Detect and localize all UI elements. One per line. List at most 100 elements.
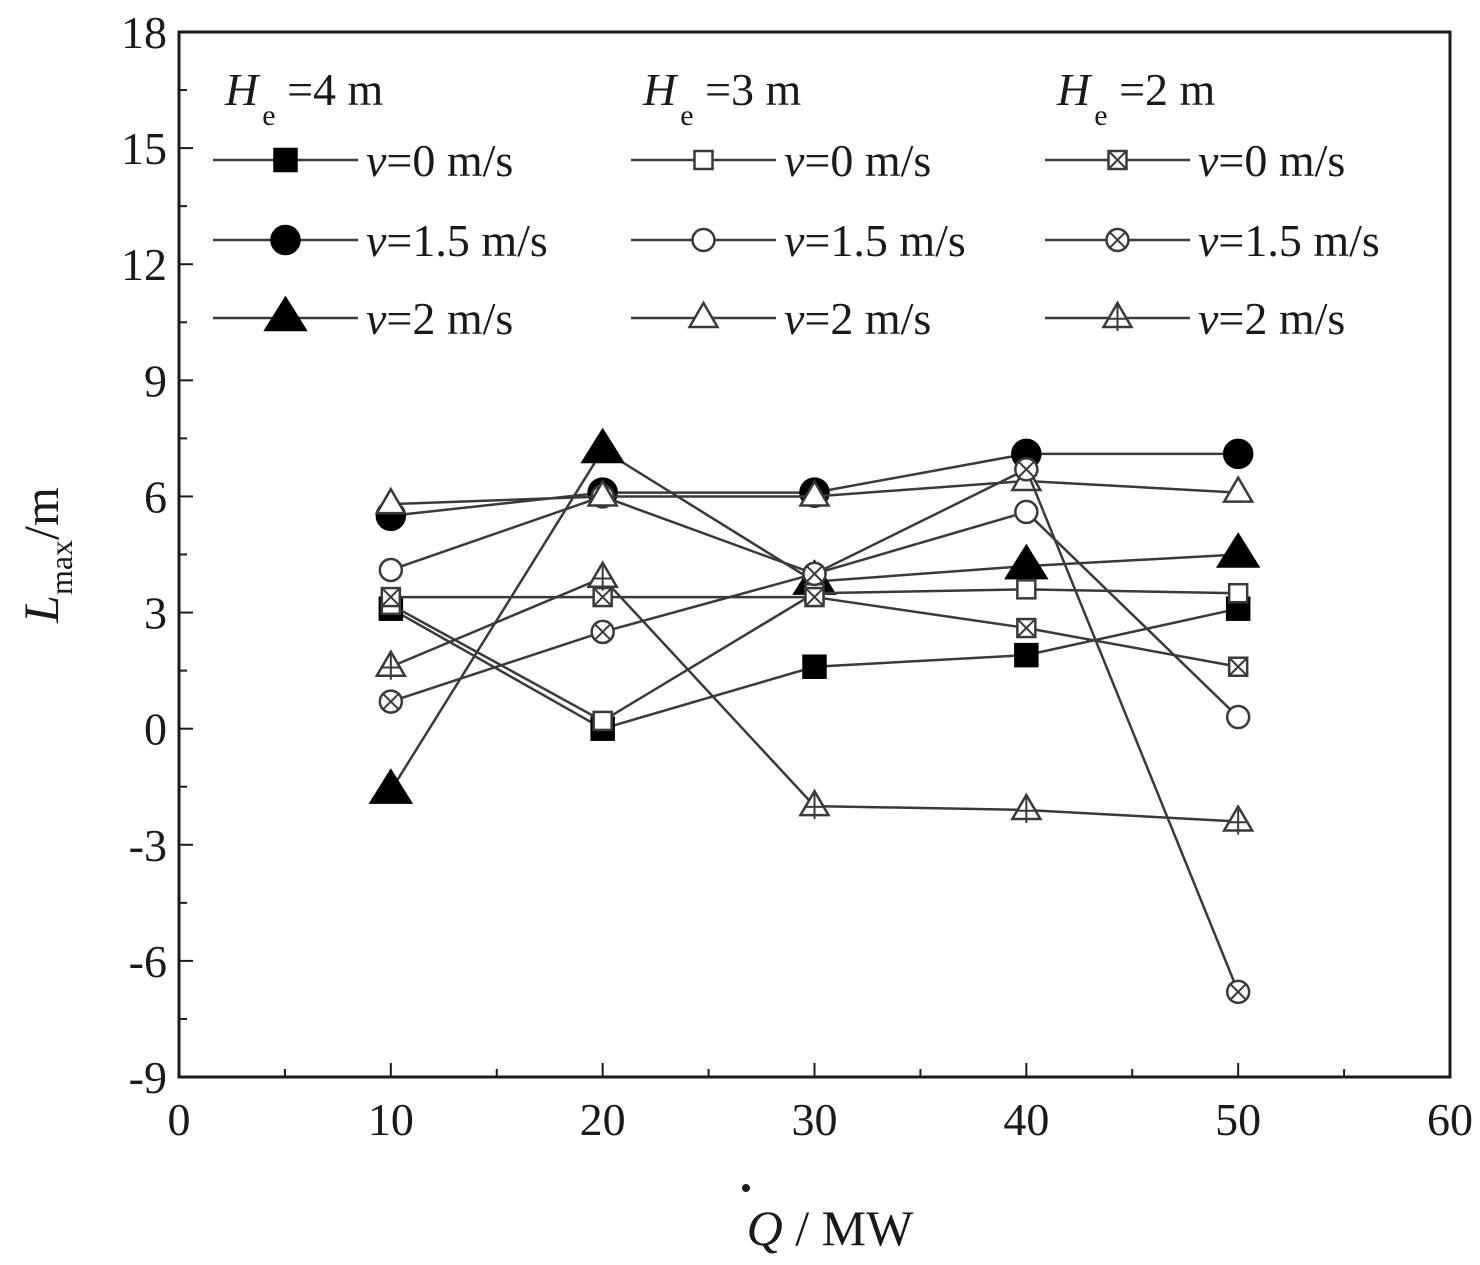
legend-label: v=1.5 m/s (1198, 215, 1380, 266)
marker-cross (594, 623, 612, 641)
marker-cross (1228, 657, 1248, 677)
data-point (580, 427, 625, 464)
legend-marker (1107, 149, 1128, 171)
marker-shape (374, 486, 408, 515)
legend-marker (1105, 227, 1130, 253)
marker-cross (1229, 983, 1247, 1001)
data-point (1016, 617, 1037, 639)
data-point (368, 768, 414, 804)
data-point (592, 586, 613, 608)
data-point (586, 560, 619, 591)
series-1 (378, 596, 1251, 741)
legend-item: v=1.5 m/s (631, 215, 966, 266)
marker-cross (381, 587, 401, 607)
marker-cross (1017, 460, 1035, 478)
axes: 0 10 20 30 40 50 60 -9 -6 -3 0 3 6 9 12 15 18 (121, 7, 1473, 1145)
legend: He =4 m He =3 m He =2 mv=0 m/sv=1.5 m/sv=2… (213, 64, 1380, 344)
data-point (1221, 804, 1255, 835)
marker-shape (687, 300, 720, 329)
legend-item: v=2 m/s (631, 293, 931, 344)
marker-shape (592, 710, 613, 732)
legend-item: v=1.5 m/s (213, 215, 548, 266)
data-point (1225, 704, 1251, 730)
data-point (378, 557, 404, 583)
marker-shape (1014, 642, 1039, 668)
y-tick-label: -3 (129, 820, 167, 871)
data-point (798, 478, 831, 507)
data-point (802, 561, 827, 587)
legend-label: v=0 m/s (784, 135, 931, 186)
marker-shape (1016, 579, 1037, 600)
y-tick-label: -9 (129, 1052, 167, 1103)
y-tick-label: 15 (121, 123, 167, 174)
data-point (1225, 979, 1251, 1005)
legend-item: v=2 m/s (1045, 293, 1345, 344)
data-point (1227, 656, 1249, 677)
marker-shape (798, 478, 831, 507)
x-tick-label: 0 (168, 1094, 191, 1145)
marker-shape (1225, 704, 1251, 730)
data-point (378, 689, 404, 714)
data-point (804, 586, 825, 608)
legend-item: v=0 m/s (631, 135, 931, 186)
legend-marker (693, 149, 714, 171)
legend-marker (1101, 300, 1134, 331)
data-point (1215, 532, 1261, 568)
marker-shape (1227, 582, 1249, 604)
legend-group-header: He =4 m (224, 64, 384, 132)
marker-cross (382, 693, 400, 711)
data-point (1222, 438, 1254, 470)
marker-shape (263, 295, 308, 332)
data-point (1014, 642, 1039, 668)
y-tick-label: 9 (144, 355, 167, 406)
y-tick-label: 12 (121, 239, 167, 290)
series-line (390, 467, 1240, 993)
data-point (1221, 475, 1255, 503)
marker-shape (270, 224, 301, 256)
marker-cross (1016, 618, 1037, 638)
y-tick-label: 0 (144, 704, 167, 755)
data-point (590, 619, 615, 645)
legend-label: v=2 m/s (366, 293, 513, 344)
data-point (1227, 582, 1249, 604)
data-point (1004, 543, 1049, 580)
legend-marker (273, 147, 298, 173)
legend-marker (270, 224, 301, 256)
x-tick-label: 60 (1427, 1094, 1473, 1145)
series-8 (378, 457, 1251, 1005)
data-point (586, 478, 619, 507)
legend-item: v=0 m/s (213, 135, 513, 186)
legend-label: v=2 m/s (784, 293, 931, 344)
plot-frame (177, 30, 1452, 1079)
x-tick-label: 30 (792, 1094, 838, 1145)
marker-cross (1109, 231, 1126, 249)
marker-shape (378, 557, 404, 583)
legend-label: v=2 m/s (1198, 293, 1345, 344)
y-tick-label: 6 (144, 471, 167, 522)
marker-shape (1222, 438, 1254, 470)
x-axis-title: Q / MW (747, 1200, 914, 1256)
marker-shape (691, 227, 716, 253)
x-tick-label: 50 (1215, 1094, 1261, 1145)
marker-shape (1221, 475, 1255, 503)
legend-label: v=1.5 m/s (784, 215, 966, 266)
data-point (592, 710, 613, 732)
marker-shape (1014, 499, 1039, 525)
data-point (798, 788, 831, 820)
data-point (1014, 499, 1039, 525)
x-tick-label: 10 (368, 1094, 414, 1145)
marker-shape (1004, 543, 1049, 580)
series-line (390, 576, 1239, 823)
legend-marker (687, 300, 720, 329)
legend-item: v=1.5 m/s (1045, 215, 1380, 266)
x-axis-title-dot (742, 1184, 750, 1192)
y-tick-label: -6 (129, 936, 167, 987)
data-point (374, 649, 408, 680)
marker-shape (580, 427, 625, 464)
y-axis-title: Lmax/m (13, 487, 79, 624)
legend-label: v=0 m/s (366, 135, 513, 186)
marker-shape (586, 478, 619, 507)
legend-label: v=0 m/s (1198, 135, 1345, 186)
marker-shape (368, 768, 414, 804)
data-point (1014, 457, 1039, 482)
